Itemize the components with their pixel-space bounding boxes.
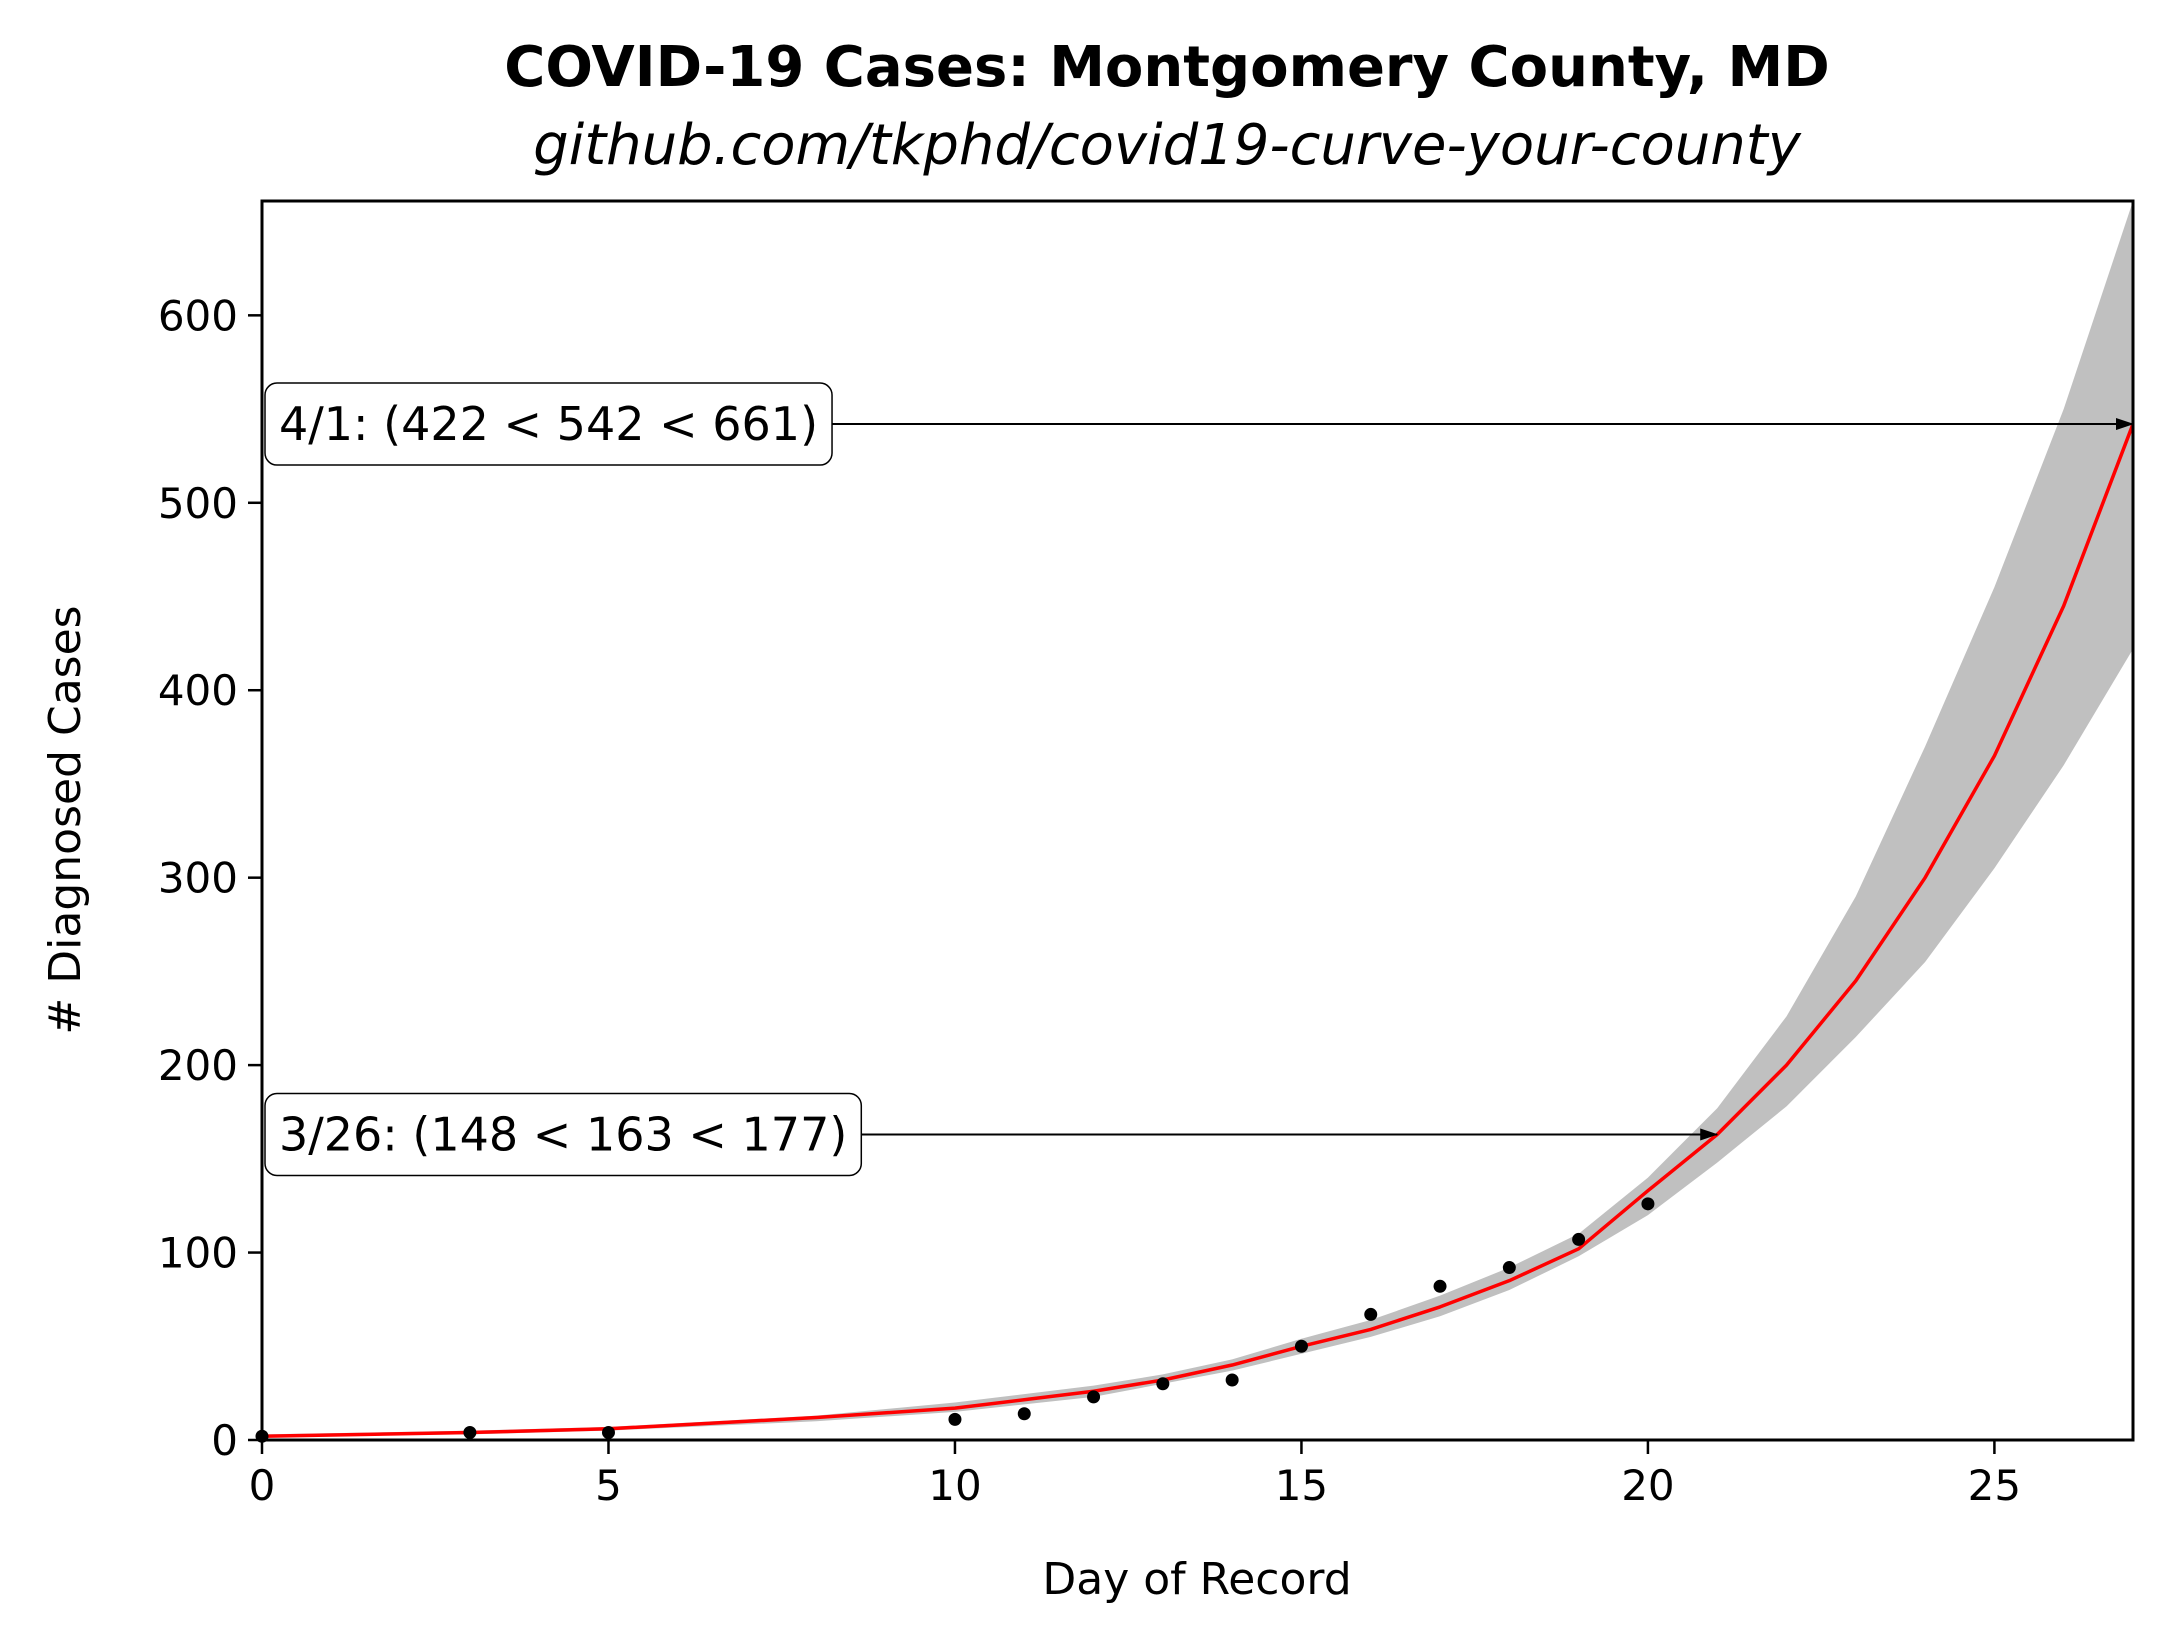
data-point <box>463 1426 477 1440</box>
x-axis-label: Day of Record <box>1042 1554 1351 1605</box>
x-tick-label: 0 <box>249 1461 276 1510</box>
annotation: 3/26: (148 < 163 < 177) <box>264 1092 1719 1177</box>
plot-frame <box>260 199 2135 1442</box>
data-point <box>1225 1373 1239 1387</box>
annotation: 4/1: (422 < 542 < 661) <box>264 382 2134 466</box>
data-points-layer <box>255 1197 1655 1443</box>
y-axis-label: # Diagnosed Cases <box>40 605 91 1034</box>
y-tick-label: 100 <box>158 1229 238 1278</box>
data-point <box>1294 1339 1308 1353</box>
data-point <box>1572 1232 1586 1246</box>
x-tick-label: 15 <box>1275 1461 1328 1510</box>
data-point <box>1156 1377 1170 1391</box>
data-point <box>1017 1407 1031 1421</box>
annotation-label: 4/1: (422 < 542 < 661) <box>279 397 818 451</box>
fit-curve <box>262 423 2133 1439</box>
data-point <box>601 1426 615 1440</box>
y-tick-label: 600 <box>158 291 238 340</box>
chart-subtitle: github.com/tkphd/covid19-curve-your-coun… <box>533 113 1802 178</box>
x-tick-label: 25 <box>1968 1461 2021 1510</box>
y-tick-label: 0 <box>211 1416 238 1465</box>
y-tick-label: 400 <box>158 666 238 715</box>
x-tick-label: 20 <box>1621 1461 1674 1510</box>
x-tick-label: 5 <box>595 1461 622 1510</box>
data-point <box>1502 1261 1516 1275</box>
y-axis-ticks: 0 100 200 300 400 500 600 <box>158 291 262 1465</box>
annotation-label: 3/26: (148 < 163 < 177) <box>279 1107 847 1161</box>
y-tick-label: 500 <box>158 479 238 528</box>
fit-curve-layer <box>262 423 2133 1439</box>
chart-title: COVID-19 Cases: Montgomery County, MD <box>504 35 1830 100</box>
data-point <box>1087 1390 1101 1404</box>
y-tick-label: 200 <box>158 1041 238 1090</box>
data-point <box>1364 1307 1378 1321</box>
data-point <box>1641 1197 1655 1211</box>
y-tick-label: 300 <box>158 854 238 903</box>
data-point <box>948 1412 962 1426</box>
x-tick-label: 10 <box>928 1461 981 1510</box>
data-point <box>1433 1279 1447 1293</box>
annotations-layer: 3/26: (148 < 163 < 177) 4/1: (422 < 542 <… <box>264 382 2134 1177</box>
x-axis-ticks: 0 5 10 15 20 25 <box>249 1440 2021 1510</box>
